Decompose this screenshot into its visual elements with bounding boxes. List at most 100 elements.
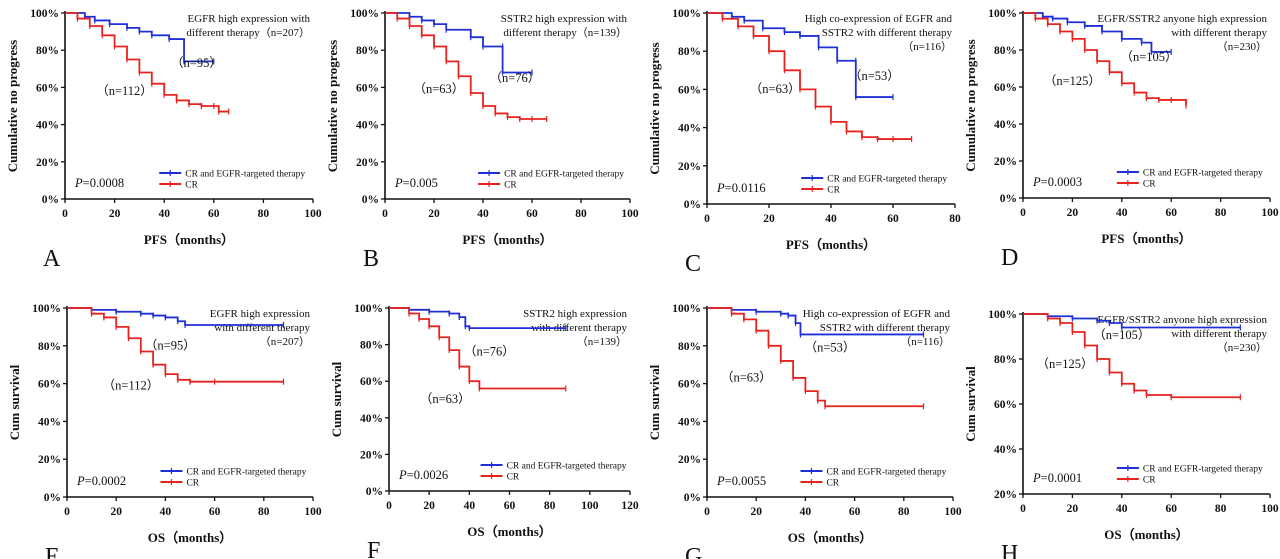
- n-label: （n=63）: [413, 82, 464, 96]
- x-tick-label: 100: [581, 500, 599, 512]
- y-tick-label: 80%: [678, 46, 701, 58]
- panel-f: 0 20 40 60 80 100 120 0% 20% 40% 60% 80% 100% Cum sur…: [329, 303, 639, 559]
- panel-title-line: SSTR2 with different therapy: [822, 27, 953, 39]
- legend-label: CR: [504, 181, 517, 191]
- y-tick-label: 100%: [988, 309, 1017, 321]
- panel-title-line: （n=139）: [577, 335, 627, 348]
- x-tick-label: 20: [763, 213, 775, 225]
- panel-title-line: EGFR/SSTR2 anyone high expression: [1097, 13, 1267, 25]
- x-tick-label: 80: [544, 500, 556, 512]
- panel-letter: F: [367, 538, 380, 559]
- y-tick-label: 60%: [356, 82, 379, 94]
- x-axis-label: OS（months）: [1104, 527, 1189, 542]
- panel-e: 0 20 40 60 80 100 0% 20% 40% 60% 80% 100% Cum surviv…: [7, 303, 322, 559]
- panel-g: 0 20 40 60 80 100 0% 20% 40% 60% 80% 100% Cum surviv…: [647, 303, 962, 559]
- p-value-number: =0.0026: [407, 468, 448, 482]
- p-value: P=0.0001: [1032, 471, 1082, 485]
- panel-letter: E: [45, 544, 60, 559]
- n-label: （n=105）: [1093, 328, 1150, 342]
- p-value: P=0.0055: [716, 474, 766, 488]
- panel-title-line: EGFR high expression with: [187, 13, 310, 25]
- x-tick-label: 0: [1020, 503, 1026, 515]
- y-tick-label: 20%: [678, 454, 701, 466]
- panel-title-line: EGFR/SSTR2 anyone high expression: [1097, 314, 1267, 326]
- y-axis-label: Cum survival: [647, 364, 662, 440]
- y-tick-label: 80%: [36, 45, 59, 57]
- x-tick-label: 0: [386, 500, 392, 512]
- curve-treated: [389, 307, 566, 330]
- panel-title-line: SSTR2 with different therapy: [820, 322, 951, 334]
- p-value: P=0.0003: [1032, 175, 1082, 189]
- legend-label: CR: [185, 181, 198, 191]
- n-label: （n=105）: [1120, 50, 1177, 64]
- p-value: P=0.0002: [76, 474, 126, 488]
- legend-label: CR and EGFR-targeted therapy: [504, 170, 624, 180]
- y-tick-label: 20%: [360, 449, 383, 461]
- panel-c: 0 20 40 60 80 0% 20% 40% 60% 80% 100% Cumulative no…: [647, 8, 961, 277]
- y-tick-label: 20%: [994, 489, 1017, 501]
- y-axis-label: Cumulative no progress: [5, 40, 20, 172]
- panel-title-line: High co-expression of EGFR and: [803, 308, 951, 320]
- x-tick-label: 100: [304, 208, 322, 220]
- panel-letter: G: [685, 544, 702, 559]
- y-tick-label: 100%: [32, 303, 61, 315]
- x-tick-label: 80: [898, 506, 910, 518]
- y-tick-label: 0%: [684, 492, 701, 504]
- x-tick-label: 80: [575, 208, 587, 220]
- y-tick-label: 20%: [36, 157, 59, 169]
- x-tick-label: 60: [504, 500, 516, 512]
- panel-title-line: SSTR2 high expression: [523, 308, 627, 320]
- x-tick-label: 40: [477, 208, 489, 220]
- y-tick-label: 80%: [994, 354, 1017, 366]
- y-tick-label: 40%: [994, 119, 1017, 131]
- panel-title-line: with different therapy: [1171, 328, 1267, 340]
- x-axis-label: OS（months）: [467, 524, 552, 539]
- x-tick-label: 100: [944, 506, 962, 518]
- x-tick-label: 0: [382, 208, 388, 220]
- panel-title-line: SSTR2 high expression with: [501, 13, 628, 25]
- x-tick-label: 20: [1067, 207, 1079, 219]
- x-axis-label: PFS（months）: [786, 237, 876, 252]
- y-axis-label: Cum survival: [963, 366, 978, 442]
- n-label: （n=53）: [805, 340, 856, 354]
- p-value: P=0.0026: [398, 468, 448, 482]
- legend-label: CR and EGFR-targeted therapy: [507, 462, 627, 472]
- p-value: P=0.0116: [716, 181, 766, 195]
- panel-letter: D: [1001, 245, 1018, 271]
- panel-title-line: （n=230）: [1217, 341, 1267, 354]
- x-tick-label: 60: [1165, 207, 1177, 219]
- legend-label: CR: [1143, 180, 1156, 190]
- p-value-number: =0.0008: [83, 176, 124, 190]
- x-tick-label: 80: [949, 213, 961, 225]
- p-value-number: =0.0002: [85, 474, 126, 488]
- y-tick-label: 40%: [994, 444, 1017, 456]
- y-tick-label: 40%: [36, 120, 59, 132]
- x-axis-label: PFS（months）: [144, 232, 234, 247]
- n-label: （n=53）: [849, 69, 900, 83]
- y-tick-label: 0%: [44, 492, 61, 504]
- y-tick-label: 100%: [354, 303, 383, 315]
- curve-treated: [707, 307, 924, 336]
- p-value-number: =0.0055: [725, 474, 766, 488]
- x-tick-label: 100: [304, 506, 322, 518]
- x-tick-label: 20: [1067, 503, 1079, 515]
- x-tick-label: 80: [1215, 207, 1227, 219]
- x-tick-label: 80: [258, 208, 270, 220]
- x-tick-label: 60: [1165, 503, 1177, 515]
- n-label: （n=63）: [420, 392, 471, 406]
- x-axis-label: PFS（months）: [462, 232, 552, 247]
- legend-label: CR and EGFR-targeted therapy: [186, 468, 306, 478]
- legend-label: CR: [826, 479, 839, 489]
- y-tick-label: 0%: [1000, 193, 1017, 205]
- panel-a: 0 20 40 60 80 100 0% 20% 40% 60% 80% 100% Cumulative…: [5, 8, 322, 272]
- x-tick-label: 60: [849, 506, 861, 518]
- y-tick-label: 60%: [38, 379, 61, 391]
- panel-title-line: （n=116）: [902, 40, 952, 53]
- x-tick-label: 60: [887, 213, 899, 225]
- panel-letter: C: [685, 251, 701, 277]
- y-tick-label: 20%: [356, 157, 379, 169]
- curve-cr: [389, 307, 566, 390]
- legend-label: CR and EGFR-targeted therapy: [827, 175, 947, 185]
- x-tick-label: 0: [62, 208, 68, 220]
- curve-cr: [1023, 12, 1187, 106]
